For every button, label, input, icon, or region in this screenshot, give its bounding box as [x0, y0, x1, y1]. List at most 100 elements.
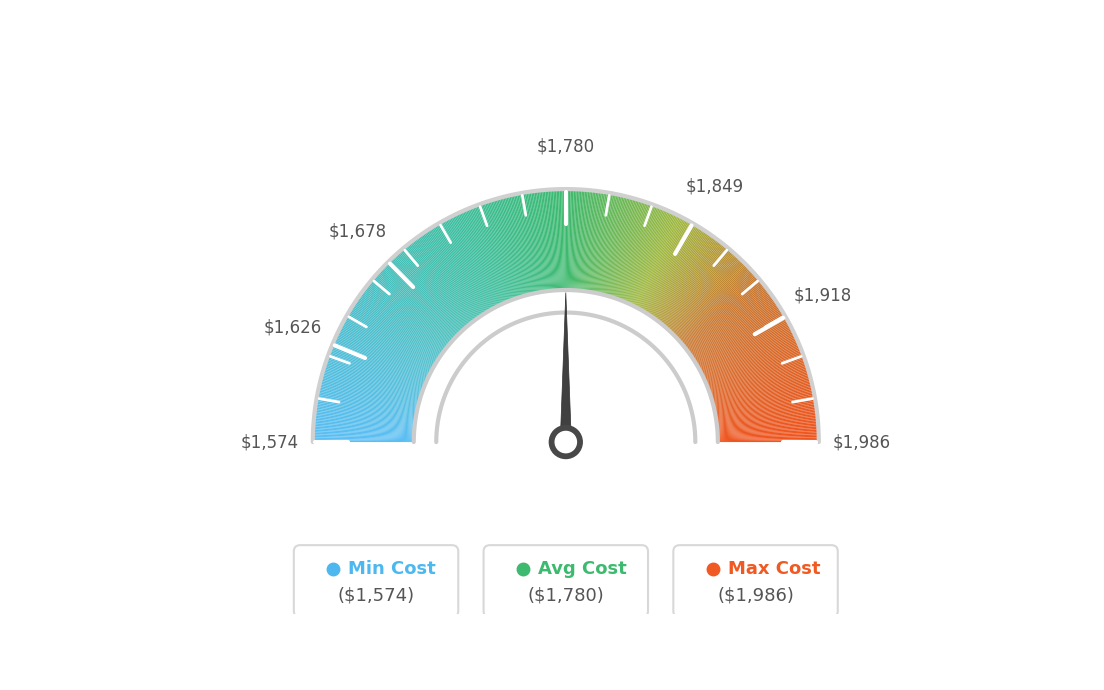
Wedge shape: [718, 433, 819, 437]
Wedge shape: [612, 201, 644, 297]
Wedge shape: [414, 238, 476, 320]
Wedge shape: [688, 292, 771, 353]
Wedge shape: [338, 330, 429, 376]
Wedge shape: [628, 212, 672, 304]
Wedge shape: [333, 340, 427, 382]
Wedge shape: [602, 196, 627, 295]
Wedge shape: [659, 242, 722, 323]
Wedge shape: [330, 349, 425, 387]
Wedge shape: [335, 337, 427, 380]
Wedge shape: [417, 237, 477, 319]
Wedge shape: [615, 202, 648, 299]
Wedge shape: [360, 293, 443, 353]
Wedge shape: [418, 235, 478, 319]
Wedge shape: [693, 304, 778, 360]
Wedge shape: [655, 237, 714, 319]
Wedge shape: [578, 190, 588, 291]
Wedge shape: [503, 197, 529, 295]
Wedge shape: [459, 212, 503, 304]
Wedge shape: [649, 231, 707, 316]
Wedge shape: [359, 296, 442, 355]
Wedge shape: [718, 437, 819, 440]
Wedge shape: [528, 192, 544, 292]
Wedge shape: [712, 373, 809, 402]
Wedge shape: [598, 195, 620, 294]
Wedge shape: [689, 293, 772, 353]
Wedge shape: [323, 367, 421, 398]
Wedge shape: [692, 302, 777, 359]
Wedge shape: [716, 412, 817, 425]
Wedge shape: [406, 245, 470, 324]
Wedge shape: [571, 189, 575, 290]
Wedge shape: [716, 408, 817, 423]
Wedge shape: [718, 431, 819, 436]
Wedge shape: [686, 287, 766, 350]
Wedge shape: [584, 191, 597, 291]
Wedge shape: [469, 208, 509, 302]
Wedge shape: [660, 244, 724, 324]
Wedge shape: [693, 305, 779, 361]
Wedge shape: [716, 418, 818, 428]
Wedge shape: [680, 275, 756, 342]
Wedge shape: [454, 215, 499, 306]
Wedge shape: [317, 395, 416, 415]
Wedge shape: [671, 260, 742, 333]
Wedge shape: [668, 255, 736, 330]
Wedge shape: [314, 423, 414, 431]
Wedge shape: [575, 190, 583, 290]
Wedge shape: [531, 191, 545, 292]
Wedge shape: [605, 198, 634, 296]
Wedge shape: [541, 190, 552, 291]
Wedge shape: [535, 190, 549, 291]
Wedge shape: [687, 290, 768, 351]
Wedge shape: [684, 284, 765, 348]
Wedge shape: [336, 336, 428, 380]
Wedge shape: [512, 195, 534, 294]
Wedge shape: [365, 286, 446, 349]
Wedge shape: [616, 204, 651, 299]
Wedge shape: [714, 390, 814, 412]
Wedge shape: [711, 370, 809, 400]
Wedge shape: [358, 297, 442, 356]
Wedge shape: [716, 411, 817, 424]
Wedge shape: [711, 368, 808, 399]
Wedge shape: [443, 220, 492, 310]
Wedge shape: [609, 199, 639, 297]
Wedge shape: [662, 247, 729, 326]
Wedge shape: [686, 286, 766, 349]
Wedge shape: [647, 228, 703, 315]
Wedge shape: [649, 230, 705, 315]
Wedge shape: [321, 377, 420, 404]
Wedge shape: [590, 193, 607, 293]
Text: $1,849: $1,849: [686, 177, 743, 195]
Wedge shape: [328, 353, 424, 390]
Wedge shape: [375, 275, 452, 342]
Wedge shape: [705, 344, 799, 384]
Wedge shape: [586, 191, 603, 292]
Wedge shape: [521, 193, 540, 293]
Wedge shape: [312, 433, 414, 437]
Wedge shape: [715, 402, 816, 420]
Wedge shape: [601, 196, 626, 295]
Wedge shape: [636, 218, 684, 308]
Wedge shape: [591, 193, 608, 293]
Wedge shape: [423, 233, 480, 317]
Wedge shape: [539, 190, 551, 291]
Wedge shape: [580, 190, 590, 291]
Wedge shape: [329, 351, 424, 388]
Wedge shape: [659, 243, 723, 324]
Wedge shape: [543, 190, 553, 291]
Wedge shape: [516, 194, 537, 293]
Wedge shape: [314, 422, 414, 431]
Wedge shape: [434, 225, 488, 313]
Wedge shape: [696, 310, 783, 364]
Wedge shape: [707, 348, 802, 386]
Wedge shape: [312, 431, 414, 436]
Wedge shape: [640, 222, 692, 310]
Wedge shape: [669, 257, 739, 331]
Wedge shape: [511, 195, 533, 294]
Wedge shape: [633, 215, 678, 306]
Wedge shape: [411, 241, 474, 322]
Wedge shape: [652, 235, 712, 318]
Wedge shape: [716, 417, 818, 428]
